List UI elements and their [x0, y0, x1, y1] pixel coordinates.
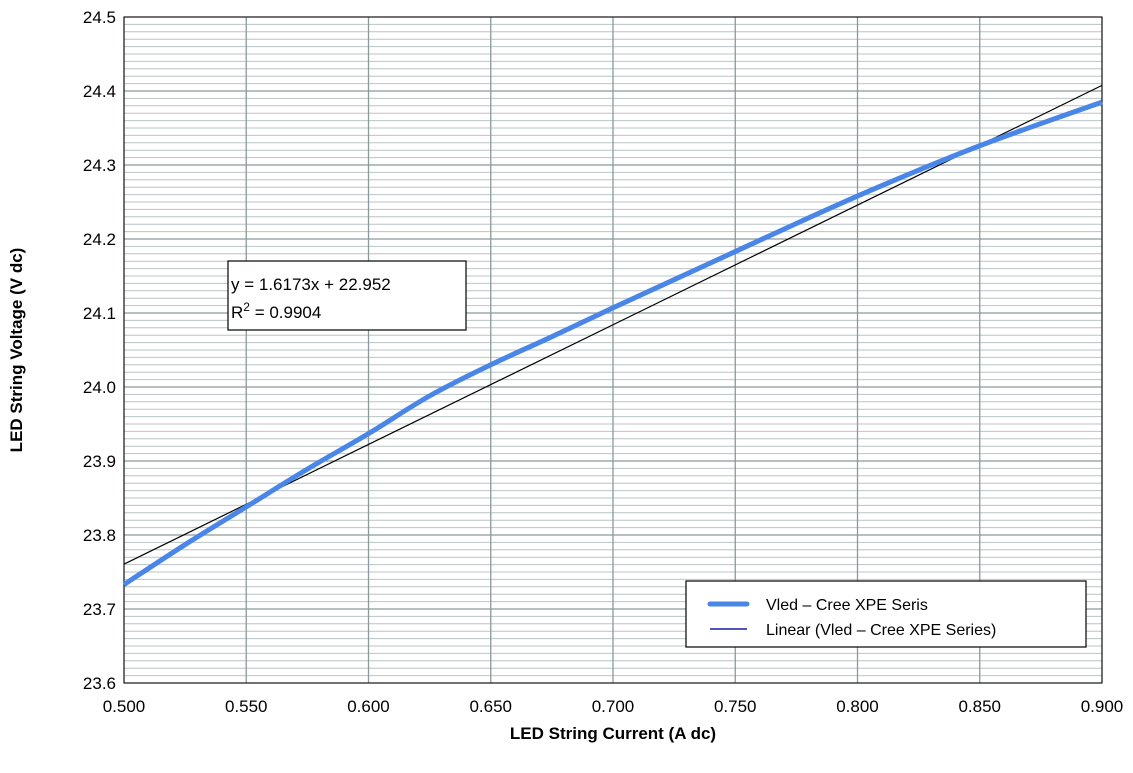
y-axis-ticks: 23.6 23.7 23.8 23.9 24.0 24.1 24.2 24.3 24.4 24.5 [83, 8, 116, 693]
x-tick-label: 0.750 [714, 697, 757, 716]
x-tick-label: 0.650 [469, 697, 512, 716]
equation-box-frame [227, 260, 467, 331]
y-tick-label: 23.9 [83, 452, 116, 471]
legend-label-linear: Linear (Vled – Cree XPE Series) [766, 622, 996, 639]
legend-frame [685, 580, 1087, 648]
y-tick-label: 24.4 [83, 82, 116, 101]
x-tick-label: 0.850 [958, 697, 1001, 716]
y-tick-label: 24.3 [83, 156, 116, 175]
y-tick-label: 24.2 [83, 230, 116, 249]
x-tick-label: 0.600 [347, 697, 390, 716]
x-tick-label: 0.700 [592, 697, 635, 716]
y-tick-label: 23.6 [83, 674, 116, 693]
y-axis-title: LED String Voltage (V dc) [7, 248, 26, 453]
r-squared-label: R2 = 0.9904 [231, 300, 321, 322]
y-tick-label: 24.0 [83, 378, 116, 397]
r-squared-value: = 0.9904 [250, 303, 321, 322]
legend: Vled – Cree XPE Seris Linear (Vled – Cre… [685, 580, 1087, 648]
x-tick-label: 0.550 [225, 697, 268, 716]
y-tick-label: 24.5 [83, 8, 116, 27]
series-layer [122, 84, 1103, 587]
x-axis-title: LED String Current (A dc) [510, 724, 716, 743]
trendline-equation: y = 1.6173x + 22.952 [231, 275, 391, 294]
trendline-equation-box: y = 1.6173x + 22.952 R2 = 0.9904 [227, 260, 467, 331]
x-tick-label: 0.500 [103, 697, 146, 716]
r-squared-prefix: R [231, 303, 243, 322]
y-tick-label: 23.7 [83, 600, 116, 619]
plot-area-frame [123, 16, 1103, 684]
y-tick-label: 24.1 [83, 304, 116, 323]
x-axis-ticks: 0.500 0.550 0.600 0.650 0.700 0.750 0.800 0.850… [103, 697, 1124, 716]
series-line-vled [122, 99, 1103, 587]
r-squared-superscript: 2 [243, 300, 250, 314]
x-tick-label: 0.800 [836, 697, 879, 716]
legend-label-vled: Vled – Cree XPE Seris [766, 597, 928, 614]
x-tick-label: 0.900 [1081, 697, 1124, 716]
y-tick-label: 23.8 [83, 526, 116, 545]
